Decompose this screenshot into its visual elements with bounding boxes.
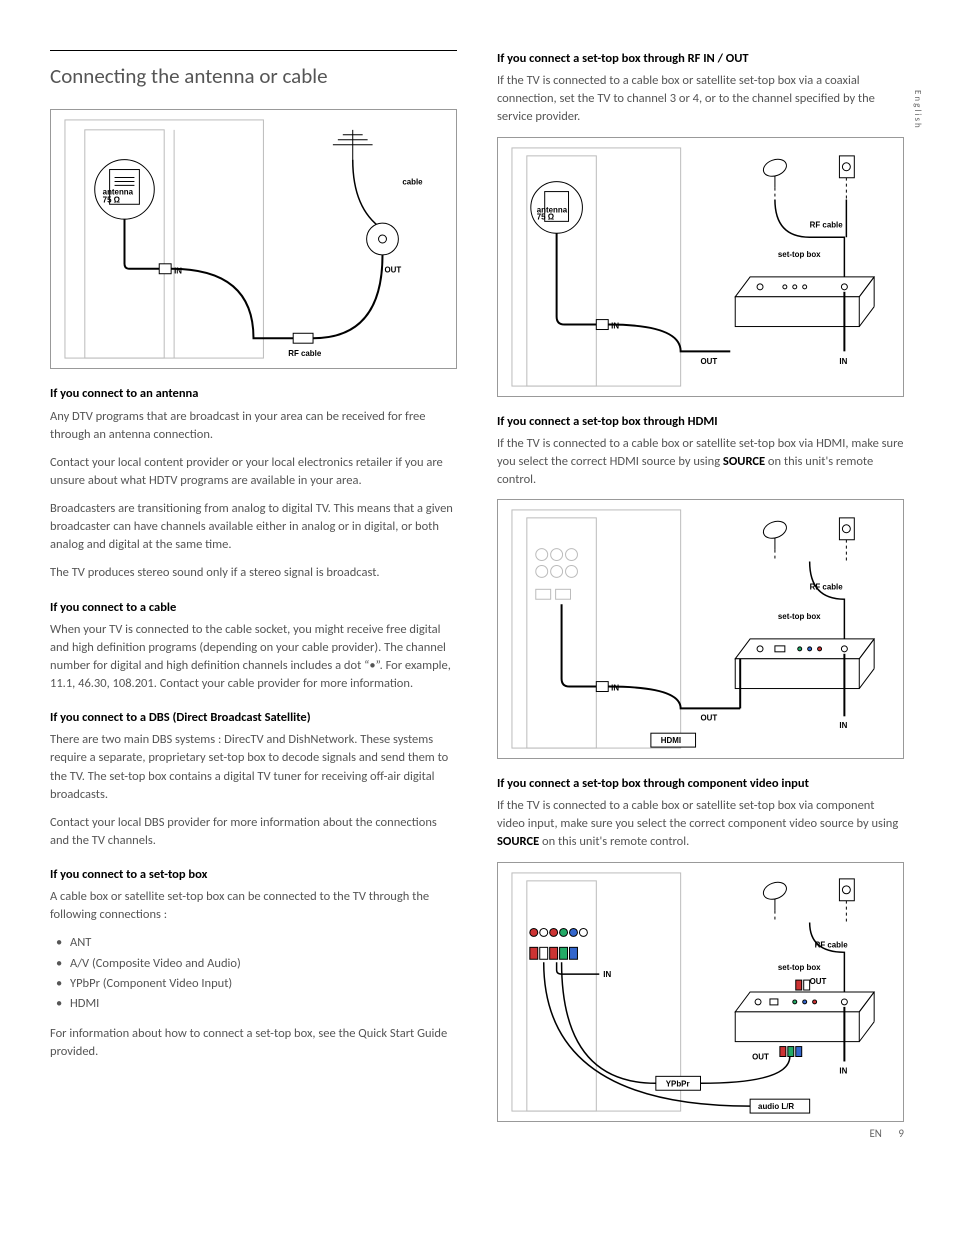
para: Broadcasters are transitioning from anal… <box>50 500 457 554</box>
list-item: A/V (Composite Video and Audio) <box>50 955 457 973</box>
svg-text:IN: IN <box>603 970 611 979</box>
svg-text:OUT: OUT <box>384 266 401 275</box>
para: The TV produces stereo sound only if a s… <box>50 564 457 582</box>
svg-text:OUT: OUT <box>810 977 827 986</box>
source-label: SOURCE <box>497 834 539 849</box>
para: For information about how to connect a s… <box>50 1025 457 1061</box>
svg-text:75 Ω: 75 Ω <box>537 212 555 221</box>
svg-text:RF cable: RF cable <box>810 220 844 229</box>
list-item: ANT <box>50 934 457 952</box>
diagram-rf-inout: antenna 75 Ω IN RF cable set-top box <box>497 137 904 397</box>
svg-text:cable: cable <box>402 178 423 187</box>
two-column-layout: Connecting the antenna or cable antenna … <box>50 50 904 1132</box>
svg-text:YPbPr: YPbPr <box>666 1079 690 1088</box>
list-item: HDMI <box>50 995 457 1013</box>
footer-page-number: 9 <box>898 1127 904 1140</box>
list-item: YPbPr (Component Video Input) <box>50 975 457 993</box>
right-column: If you connect a set-top box through RF … <box>497 50 904 1132</box>
para: A cable box or satellite set-top box can… <box>50 888 457 924</box>
footer-lang: EN <box>869 1127 881 1140</box>
source-label: SOURCE <box>723 454 765 469</box>
para: Any DTV programs that are broadcast in y… <box>50 408 457 444</box>
svg-text:audio L/R: audio L/R <box>758 1102 794 1111</box>
svg-text:RF cable: RF cable <box>815 940 849 949</box>
heading-dbs: If you connect to a DBS (Direct Broadcas… <box>50 709 457 727</box>
page-footer: EN 9 <box>869 1126 904 1142</box>
heading-settop: If you connect to a set-top box <box>50 866 457 884</box>
para: Contact your local DBS provider for more… <box>50 814 457 850</box>
svg-text:OUT: OUT <box>701 713 718 722</box>
heading-cable: If you connect to a cable <box>50 599 457 617</box>
svg-text:75 Ω: 75 Ω <box>103 196 121 205</box>
para: Contact your local content provider or y… <box>50 454 457 490</box>
page-title: Connecting the antenna or cable <box>50 61 457 91</box>
svg-text:OUT: OUT <box>701 357 718 366</box>
heading-component: If you connect a set-top box through com… <box>497 775 904 793</box>
svg-text:IN: IN <box>611 321 619 330</box>
heading-hdmi: If you connect a set-top box through HDM… <box>497 413 904 431</box>
svg-text:RF cable: RF cable <box>288 350 322 359</box>
svg-text:OUT: OUT <box>752 1052 769 1061</box>
svg-text:IN: IN <box>839 357 847 366</box>
svg-text:set-top box: set-top box <box>778 250 821 259</box>
para: If the TV is connected to a cable box or… <box>497 797 904 851</box>
para: There are two main DBS systems : DirecTV… <box>50 731 457 804</box>
svg-text:IN: IN <box>839 721 847 730</box>
svg-text:set-top box: set-top box <box>778 963 821 972</box>
heading-antenna: If you connect to an antenna <box>50 385 457 403</box>
svg-text:IN: IN <box>839 1066 847 1075</box>
diagram-hdmi: IN RF cable set-top box <box>497 499 904 759</box>
svg-text:set-top box: set-top box <box>778 612 821 621</box>
para: If the TV is connected to a cable box or… <box>497 72 904 126</box>
diagram-component: IN RF cable set-top box <box>497 862 904 1122</box>
left-column: Connecting the antenna or cable antenna … <box>50 50 457 1132</box>
para: If the TV is connected to a cable box or… <box>497 435 904 489</box>
connection-list: ANT A/V (Composite Video and Audio) YPbP… <box>50 934 457 1013</box>
section-rule <box>50 50 457 51</box>
language-side-label: English <box>911 90 924 130</box>
svg-text:IN: IN <box>611 684 619 693</box>
para: When your TV is connected to the cable s… <box>50 621 457 694</box>
svg-text:HDMI: HDMI <box>661 736 681 745</box>
diagram-antenna-cable: antenna 75 Ω IN cable OUT RF c <box>50 109 457 369</box>
heading-rf-inout: If you connect a set-top box through RF … <box>497 50 904 68</box>
